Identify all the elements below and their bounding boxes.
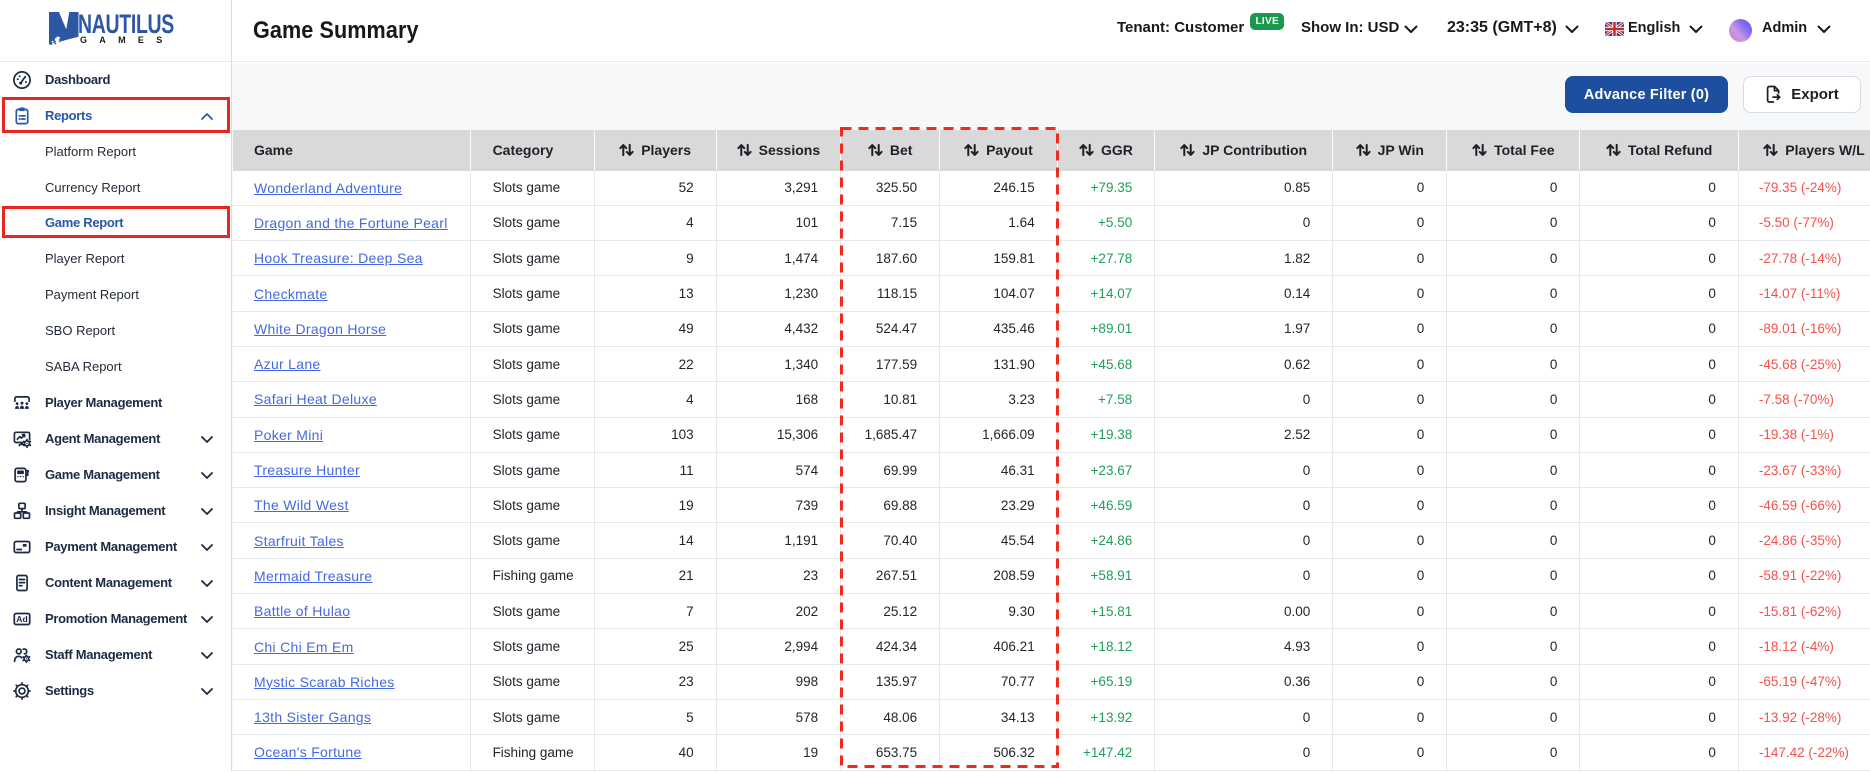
svg-text:Ad: Ad [16,614,27,624]
